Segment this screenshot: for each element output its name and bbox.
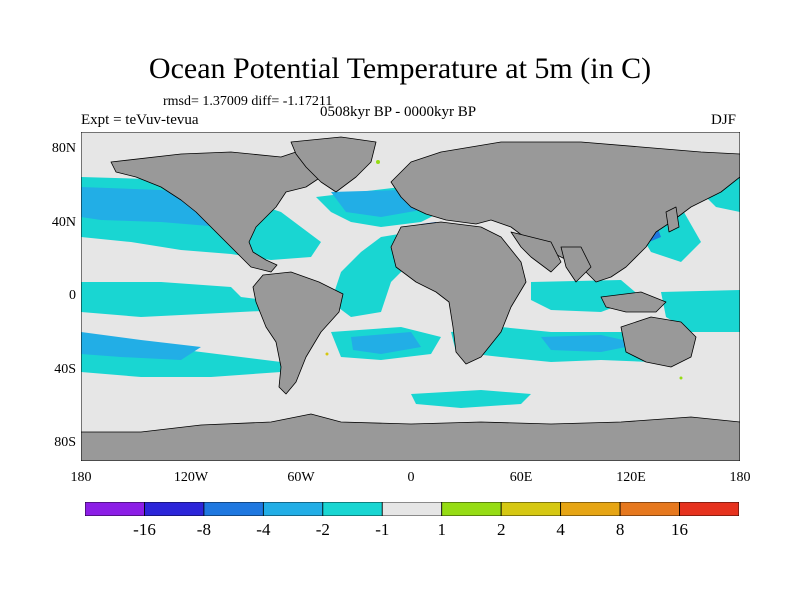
land-australia [620, 316, 697, 368]
land-antarctica [81, 413, 740, 461]
colorbar-box [322, 502, 383, 516]
colorbar-box [381, 502, 443, 516]
rmsd-diff-stats: rmsd= 1.37009 diff= -1.17211 [163, 94, 333, 109]
colorbar [85, 502, 739, 516]
colorbar-label: -2 [315, 520, 330, 539]
land-arabia-india [510, 231, 592, 283]
colorbar-label: 2 [496, 520, 506, 539]
lon-label-180w: 180 [70, 470, 92, 485]
colorbar-box [500, 502, 562, 516]
colorbar-box [441, 502, 502, 516]
lon-label-0: 0 [407, 470, 415, 485]
land-south-america [252, 271, 344, 395]
land-japan [665, 206, 680, 233]
lon-label-120e: 120E [616, 470, 646, 485]
period-label: 0508kyr BP - 0000kyr BP [320, 104, 477, 120]
colorbar-box [679, 502, 739, 516]
colorbar-label: -8 [196, 520, 211, 539]
season-label: DJF [711, 112, 737, 128]
colorbar-label: 8 [615, 520, 625, 539]
colorbar-label: -16 [133, 520, 156, 539]
experiment-label: Expt = teVuv-tevua [81, 112, 199, 128]
colorbar-box [619, 502, 680, 516]
colorbar-box [262, 502, 324, 516]
map-title: Ocean Potential Temperature at 5m (in C) [148, 52, 652, 85]
lon-label-180e: 180 [729, 470, 751, 485]
land-eurasia [390, 141, 740, 283]
lat-label-0: 0 [69, 288, 76, 303]
colorbar-box [203, 502, 264, 516]
lon-label-60e: 60E [509, 470, 533, 485]
lat-label-80n: 80N [51, 141, 76, 156]
colorbar-label: 16 [671, 520, 688, 539]
lat-label-40s: 40S [54, 362, 76, 377]
colorbar-box [560, 502, 621, 516]
lon-label-120w: 120W [173, 470, 209, 485]
lon-label-60w: 60W [287, 470, 315, 485]
colorbar-label: -1 [375, 520, 390, 539]
world-map-plot [81, 132, 740, 461]
lat-label-80s: 80S [54, 435, 76, 450]
land-greenland [290, 136, 377, 193]
colorbar-label: 4 [556, 520, 565, 539]
colorbar-box [144, 502, 205, 516]
colorbar-label: -4 [256, 520, 271, 539]
colorbar-box [85, 502, 145, 516]
land-maritime-asia [600, 291, 667, 313]
land-masses [81, 136, 740, 461]
lat-label-40n: 40N [51, 215, 76, 230]
colorbar-label: 1 [437, 520, 446, 539]
land-africa [390, 221, 527, 365]
